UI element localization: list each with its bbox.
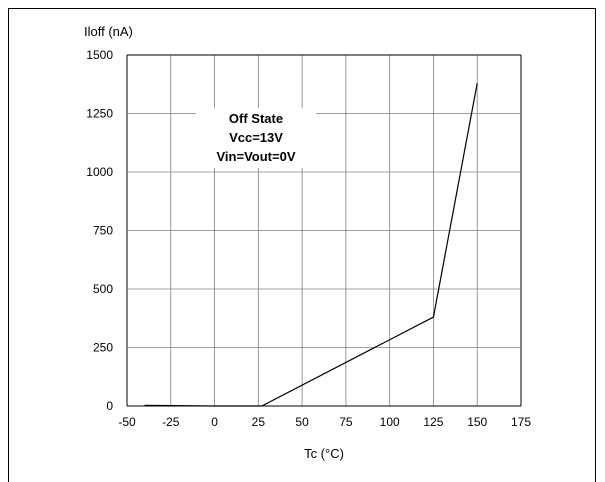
x-tick-label: 175 [511, 415, 531, 429]
x-tick-label: 25 [252, 415, 266, 429]
x-tick-label: 150 [467, 415, 487, 429]
y-tick-label: 1000 [86, 165, 113, 179]
x-tick-label: -50 [118, 415, 136, 429]
y-tick-label: 250 [93, 341, 113, 355]
y-tick-label: 0 [106, 399, 113, 413]
y-tick-label: 1500 [86, 48, 113, 62]
y-tick-label: 500 [93, 282, 113, 296]
y-tick-label: 1250 [86, 107, 113, 121]
x-tick-label: 0 [211, 415, 218, 429]
y-tick-label: 750 [93, 224, 113, 238]
x-tick-label: 100 [380, 415, 400, 429]
x-tick-label: -25 [162, 415, 180, 429]
x-axis-title: Tc (°C) [304, 446, 344, 461]
y-axis-title: Iloff (nA) [84, 24, 133, 39]
annotation-line: Vcc=13V [229, 130, 283, 145]
annotation-line: Off State [229, 111, 283, 126]
chart-svg: Iloff (nA) Tc (°C) -50 -25 0 25 50 75 100 125 15… [0, 0, 605, 471]
x-tick-label: 50 [295, 415, 309, 429]
annotation-line: Vin=Vout=0V [217, 149, 296, 164]
x-tick-label: 75 [339, 415, 353, 429]
x-tick-label: 125 [423, 415, 443, 429]
